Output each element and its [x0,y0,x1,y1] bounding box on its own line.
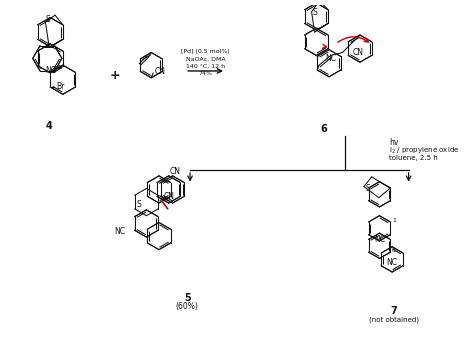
Text: +: + [110,69,120,82]
Text: NC: NC [45,66,56,75]
Text: NC: NC [374,235,385,244]
Text: 140 °C, 12 h: 140 °C, 12 h [186,64,225,69]
Text: [Pd] (0.5 mol%): [Pd] (0.5 mol%) [181,49,230,54]
Text: CN: CN [154,67,165,76]
Text: NC: NC [114,227,125,236]
Text: 4: 4 [46,121,53,131]
Text: 8: 8 [392,248,396,253]
Text: hv: hv [389,138,399,147]
Text: 5: 5 [184,293,191,303]
Text: 7: 7 [391,306,397,316]
Text: CN: CN [163,192,174,201]
Text: S: S [312,8,317,17]
Text: S: S [136,199,141,209]
Text: 74%: 74% [199,71,213,76]
Text: NaOAc, DMA: NaOAc, DMA [186,57,226,62]
Text: NC: NC [325,54,336,63]
Text: NC: NC [386,258,397,267]
Text: toluene, 2.5 h: toluene, 2.5 h [389,155,438,161]
Text: 1: 1 [392,218,396,223]
Text: 6: 6 [321,124,328,134]
Text: S: S [365,184,370,193]
Text: Br: Br [56,82,64,92]
Text: CN: CN [170,167,181,175]
Text: CN: CN [353,48,364,57]
Text: (60%): (60%) [176,302,199,312]
Text: I$_2$ / propylene oxide: I$_2$ / propylene oxide [389,145,460,156]
Text: S: S [46,15,51,25]
Text: (not obtained): (not obtained) [369,316,419,323]
